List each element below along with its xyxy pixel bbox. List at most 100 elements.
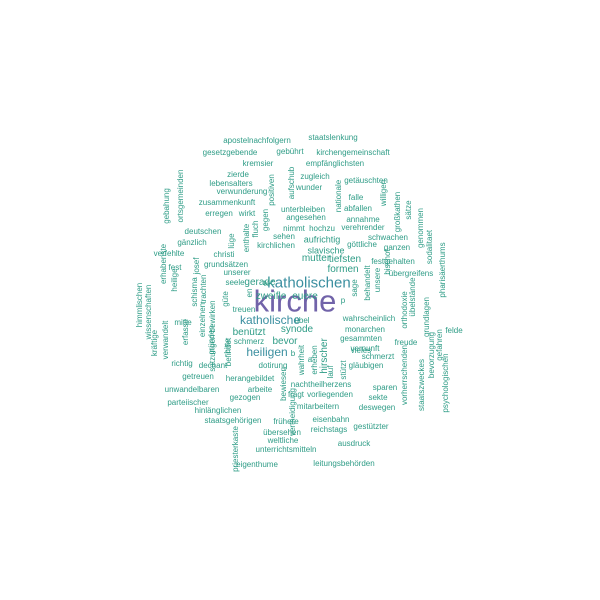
word-heiligen: heiligen (246, 345, 288, 359)
word-guete: güte (221, 291, 230, 307)
word-a: a (307, 355, 313, 364)
word-verwandelt: verwandelt (161, 320, 170, 360)
word-ortsgemeinden: ortsgemeinden (176, 169, 185, 223)
word-monarchen: monarchen (344, 325, 386, 334)
word-freude: freude (394, 338, 418, 347)
word-fragt: fragt (287, 390, 305, 399)
word-einzelnen: einzelnen (198, 302, 207, 338)
word-synode: synode (280, 324, 314, 335)
word-schwachen: schwachen (367, 233, 409, 242)
word-uebergreifens: übergreifens (388, 269, 434, 278)
word-leitungsbehoerden: leitungsbehörden (313, 459, 375, 468)
word-eigenthume: eigenthume (236, 460, 278, 469)
word-stuetzt: stützt (339, 360, 348, 380)
word-sekte: sekte (368, 393, 388, 402)
word-zugleich: zugleich (300, 172, 330, 181)
word-verwunderung: verwunderung (216, 187, 268, 196)
word-himmlischen: himmlischen (135, 282, 144, 328)
word-verehrender: verehrender (341, 223, 385, 232)
word-en: en (245, 288, 254, 298)
word-dechant: dechant (198, 361, 228, 370)
word-nimmt: nimmt (283, 224, 305, 233)
word-sehen: sehen (273, 232, 295, 241)
word-glaeubigen: gläubigen (348, 361, 384, 370)
word-heilige: heilige (170, 268, 179, 292)
word-gestuetzter: gestützter (353, 422, 389, 431)
word-staatslenkung: staatslenkung (308, 133, 358, 142)
word-kirchengemeinschaft: kirchengemeinschaft (316, 148, 390, 157)
word-psychologischen: psychologischen (441, 353, 450, 413)
word-seele: seele (225, 278, 245, 287)
word-erhabenste: erhabenste (159, 243, 168, 285)
word-behandelt: behandelt (363, 265, 372, 301)
word-josef: josef (192, 257, 201, 275)
word-grundsaetzen: grundsätzen (203, 260, 249, 269)
word-katholische: katholische (239, 313, 301, 327)
word-gebahung: gebahung (162, 188, 171, 224)
word-erfasse: erfasse (181, 318, 190, 346)
word-abfallen: abfallen (343, 204, 373, 213)
word-zierde: zierde (227, 170, 249, 179)
word-empfaenglichsten: empfänglichsten (305, 159, 365, 168)
word-formen: formen (327, 264, 359, 275)
word-goettliche: göttliche (347, 240, 377, 249)
word-kirchlichen: kirchlichen (257, 241, 295, 250)
word-slavische: slavische (307, 245, 345, 256)
word-gesammten: gesammten (340, 334, 382, 343)
word-weltliche: weltliche (267, 436, 299, 445)
word-wahrscheinlich: wahrscheinlich (342, 314, 396, 323)
word-hochzu: hochzu (309, 224, 335, 233)
word-unsere: unsere (373, 267, 382, 293)
word-uebelstaende: übelstände (408, 277, 417, 317)
word-willigen: willigen (379, 179, 388, 207)
word-zweifle: zweifle (255, 291, 287, 302)
word-aufschub: aufschub (287, 166, 296, 200)
word-wahrheit: wahrheit (297, 344, 306, 376)
word-lebensalters: lebensalters (209, 179, 253, 188)
word-arbeite: arbeite (247, 385, 273, 394)
word-treuen: treuen (232, 305, 256, 314)
word-angesehen: angesehen (286, 213, 326, 222)
word-vieles: vieles (350, 346, 372, 355)
word-kremsier: kremsier (242, 159, 274, 168)
word-gaenzlich: gänzlich (177, 238, 207, 247)
word-benuetzt: benützt (232, 327, 266, 338)
word-wirkt: wirkt (238, 209, 256, 218)
word-uebersehen: übersehen (263, 428, 301, 437)
word-grosskathen: großkathen (393, 191, 402, 233)
word-erregen: erregen (205, 209, 233, 218)
word-herangebildet: herangebildet (225, 374, 275, 383)
word-deswegen: deswegen (358, 403, 396, 412)
word-priesterkaste: priesterkaste (231, 426, 240, 472)
word-gebuehrt: gebührt (276, 147, 304, 156)
word-parteiischer: parteiischer (167, 398, 209, 407)
word-sodalitaet: sodalitaet (425, 229, 434, 265)
word-eisenbahn: eisenbahn (312, 415, 350, 424)
word-unterrichtsmitteln: unterrichtsmitteln (255, 445, 317, 454)
word-apostelnachfolgern: apostelnachfolgern (223, 136, 291, 145)
word-kraeftige: kräftige (150, 329, 159, 357)
word-bischof: bischof (383, 249, 392, 275)
word-vernunft: vernunft (350, 344, 380, 353)
word-genommen: genommen (416, 207, 425, 249)
word-staatsgehoerigen: staatsgehörigen (204, 416, 262, 425)
word-unwandelbaren: unwandelbaren (164, 385, 220, 394)
word-lauf: lauf (326, 365, 335, 379)
word-nachtheilherzens: nachtheilherzens (290, 380, 352, 389)
word-gesetzgebende: gesetzgebende (202, 148, 258, 157)
word-mutter: mutter (301, 253, 331, 264)
word-mitte: mitte (174, 318, 192, 327)
word-luege: lüge (227, 233, 236, 249)
word-unserer: unserer (223, 268, 251, 277)
word-getaeuschten: getäuschten (344, 176, 388, 185)
word-bewiesen: bewiesen (279, 367, 288, 401)
word-pharisaeerthums: pharisäerthums (438, 242, 447, 298)
word-zusammenkunft: zusammenkunft (198, 198, 256, 207)
word-tiefsten: tiefsten (328, 254, 362, 265)
word-staatszweckes: staatszweckes (417, 358, 426, 412)
word-gezogen: gezogen (229, 393, 261, 402)
word-verfehlte: verfehlte (153, 249, 185, 258)
word-fluch: fluch (251, 220, 260, 238)
word-positiven: positiven (267, 174, 276, 206)
